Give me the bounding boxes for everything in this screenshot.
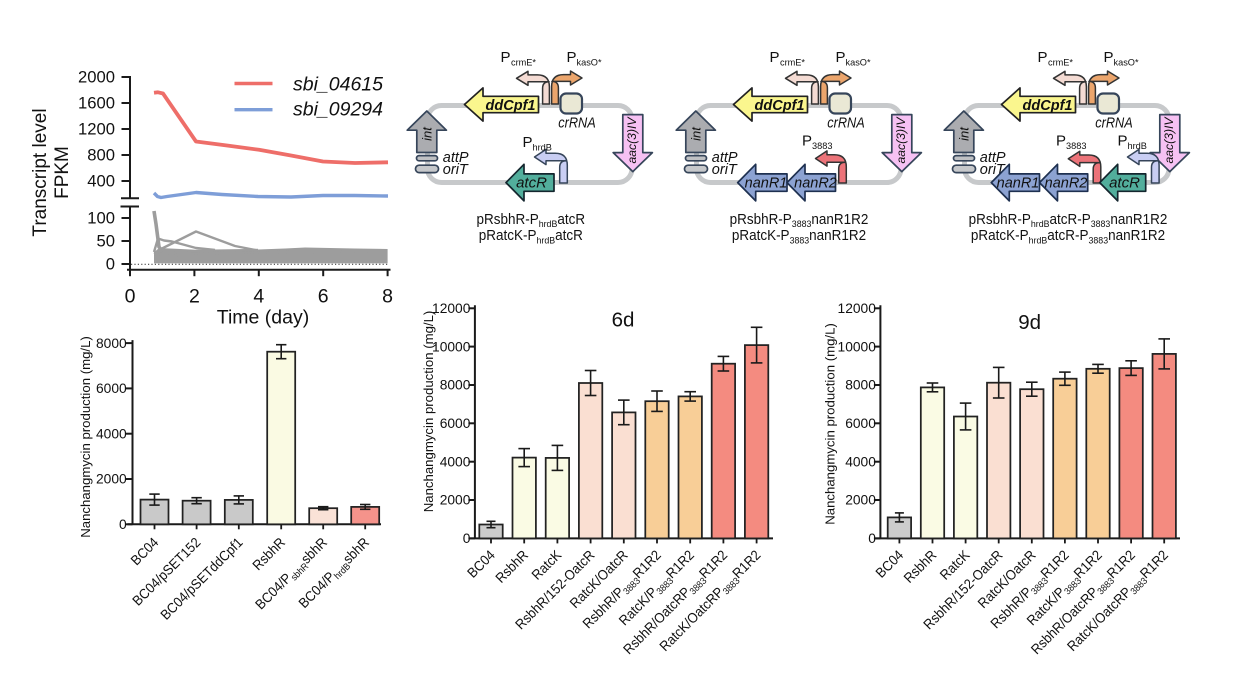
- svg-text:atcR: atcR: [1109, 175, 1140, 192]
- svg-text:12000: 12000: [432, 301, 471, 316]
- svg-text:attP: attP: [712, 150, 738, 166]
- svg-text:8000: 8000: [845, 378, 876, 393]
- svg-text:oriT: oriT: [712, 162, 738, 178]
- svg-text:400: 400: [87, 171, 115, 190]
- svg-text:P: P: [1038, 49, 1048, 66]
- svg-text:pRsbhR-PhrdBatcR-P3883nanR1R2: pRsbhR-PhrdBatcR-P3883nanR1R2: [969, 210, 1168, 229]
- svg-text:Nanchangmycin production (mg/L: Nanchangmycin production (mg/L): [823, 323, 838, 525]
- svg-text:6: 6: [318, 286, 329, 308]
- svg-text:4000: 4000: [845, 454, 876, 469]
- svg-text:8000: 8000: [440, 378, 471, 393]
- svg-text:10000: 10000: [432, 339, 471, 354]
- svg-text:nanR1: nanR1: [745, 176, 788, 192]
- svg-text:0: 0: [106, 254, 115, 273]
- svg-text:6000: 6000: [96, 381, 127, 396]
- svg-text:6d: 6d: [612, 309, 635, 332]
- svg-text:attP: attP: [980, 150, 1006, 166]
- svg-text:nanR2: nanR2: [1045, 176, 1088, 192]
- svg-text:kasO*: kasO*: [846, 57, 871, 67]
- svg-text:int: int: [688, 126, 703, 141]
- svg-text:P: P: [501, 49, 511, 66]
- svg-text:0: 0: [868, 531, 876, 546]
- svg-text:oriT: oriT: [443, 162, 469, 178]
- svg-text:Time (day): Time (day): [217, 307, 309, 329]
- svg-text:P: P: [802, 133, 812, 150]
- svg-text:sbi_09294: sbi_09294: [293, 98, 383, 120]
- svg-text:P: P: [770, 49, 780, 66]
- svg-text:crmE*: crmE*: [511, 57, 536, 67]
- svg-text:nanR2: nanR2: [794, 176, 837, 192]
- svg-text:6000: 6000: [845, 416, 876, 431]
- svg-text:12000: 12000: [838, 301, 877, 316]
- svg-text:10000: 10000: [838, 339, 877, 354]
- svg-text:0: 0: [125, 286, 136, 308]
- svg-text:pRatcK-P3883nanR1R2: pRatcK-P3883nanR1R2: [732, 227, 867, 246]
- svg-text:3883: 3883: [812, 141, 832, 151]
- svg-text:P: P: [1056, 133, 1066, 150]
- svg-text:aac(3)IV: aac(3)IV: [625, 116, 639, 164]
- svg-text:ddCpf1: ddCpf1: [1023, 98, 1073, 114]
- svg-text:100: 100: [87, 208, 115, 227]
- svg-text:2000: 2000: [78, 67, 115, 86]
- svg-text:P: P: [1104, 49, 1114, 66]
- svg-text:ddCpf1: ddCpf1: [755, 98, 805, 114]
- svg-text:Nanchangmycin production (mg/L: Nanchangmycin production (mg/L): [421, 311, 436, 513]
- svg-text:crRNA: crRNA: [558, 115, 596, 131]
- svg-text:8: 8: [382, 286, 393, 308]
- svg-text:int: int: [956, 126, 971, 141]
- svg-text:kasO*: kasO*: [577, 57, 602, 67]
- svg-text:aac(3)IV: aac(3)IV: [894, 116, 908, 164]
- svg-text:attP: attP: [443, 150, 469, 166]
- svg-text:9d: 9d: [1018, 311, 1041, 334]
- svg-text:2: 2: [189, 286, 200, 308]
- svg-text:crRNA: crRNA: [1095, 115, 1133, 131]
- svg-text:pRsbhR-P3883nanR1R2: pRsbhR-P3883nanR1R2: [730, 210, 869, 229]
- svg-text:hrdB: hrdB: [1128, 141, 1147, 151]
- svg-text:aac(3)IV: aac(3)IV: [1162, 116, 1176, 164]
- svg-text:2000: 2000: [440, 493, 471, 508]
- svg-text:nanR1: nanR1: [997, 176, 1040, 192]
- svg-text:pRsbhR-PhrdBatcR: pRsbhR-PhrdBatcR: [477, 210, 586, 229]
- svg-text:2000: 2000: [96, 472, 127, 487]
- svg-text:4000: 4000: [96, 426, 127, 441]
- svg-text:2000: 2000: [845, 493, 876, 508]
- svg-text:1600: 1600: [78, 93, 115, 112]
- svg-text:atcR: atcR: [516, 175, 547, 192]
- svg-text:hrdB: hrdB: [533, 142, 552, 152]
- svg-text:4000: 4000: [440, 454, 471, 469]
- svg-text:P: P: [567, 49, 577, 66]
- svg-text:crmE*: crmE*: [1048, 57, 1073, 67]
- svg-text:kasO*: kasO*: [1114, 57, 1139, 67]
- svg-text:P: P: [1118, 133, 1128, 150]
- svg-text:int: int: [419, 126, 434, 141]
- svg-text:0: 0: [119, 517, 127, 532]
- svg-text:6000: 6000: [440, 416, 471, 431]
- svg-text:3883: 3883: [1066, 141, 1086, 151]
- svg-text:pRatcK-PhrdBatcR: pRatcK-PhrdBatcR: [479, 227, 583, 246]
- svg-text:P: P: [523, 134, 533, 151]
- svg-text:Transcript level: Transcript level: [30, 108, 51, 236]
- svg-text:1200: 1200: [78, 119, 115, 138]
- svg-text:50: 50: [96, 231, 115, 250]
- svg-text:crRNA: crRNA: [827, 115, 865, 131]
- svg-text:pRatcK-PhrdBatcR-P3883nanR1R2: pRatcK-PhrdBatcR-P3883nanR1R2: [971, 227, 1165, 246]
- svg-text:8000: 8000: [96, 336, 127, 351]
- svg-text:ddCpf1: ddCpf1: [486, 98, 536, 114]
- svg-text:crmE*: crmE*: [780, 57, 805, 67]
- svg-text:P: P: [836, 49, 846, 66]
- svg-text:4: 4: [253, 286, 264, 308]
- svg-text:Nanchangmycin production (mg/L: Nanchangmycin production (mg/L): [78, 336, 93, 538]
- svg-text:800: 800: [87, 145, 115, 164]
- svg-text:0: 0: [463, 531, 471, 546]
- svg-text:FPKM: FPKM: [52, 146, 73, 199]
- svg-text:sbi_04615: sbi_04615: [293, 74, 383, 96]
